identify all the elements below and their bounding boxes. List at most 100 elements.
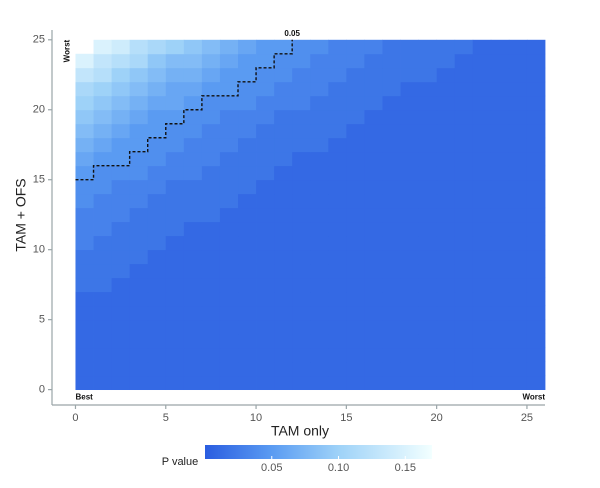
heat-cell [147, 81, 167, 97]
heat-cell [165, 277, 185, 293]
heat-cell [129, 39, 149, 55]
heat-cell [472, 333, 492, 349]
heat-cell [382, 81, 401, 97]
heat-cell [490, 277, 510, 293]
heat-cell [400, 81, 419, 97]
heat-cell [256, 235, 275, 251]
heat-cell [183, 221, 203, 237]
heat-cell [364, 361, 383, 377]
heat-cell [472, 109, 492, 125]
heat-cell [274, 263, 293, 279]
heat-cell [274, 333, 293, 349]
heat-cell [201, 53, 221, 69]
heat-cell [201, 95, 221, 111]
heat-cell [256, 95, 275, 111]
heat-cell [508, 81, 528, 97]
heat-cell [382, 249, 401, 265]
heat-cell [328, 333, 347, 349]
heat-cell [274, 53, 293, 69]
heat-cell [346, 67, 365, 83]
heat-cell [364, 221, 383, 237]
heat-cell [472, 95, 492, 111]
heat-cell [129, 249, 149, 265]
heat-cell [454, 207, 474, 223]
heat-cell [219, 207, 239, 223]
heat-cell [328, 193, 347, 209]
heat-cell [364, 109, 383, 125]
heat-cell [418, 305, 438, 321]
heat-cell [346, 109, 365, 125]
heat-cell [238, 207, 257, 223]
y-tick-label: 25 [33, 34, 45, 46]
heat-cell [382, 193, 401, 209]
heat-cell [111, 347, 131, 363]
heat-cell [400, 123, 419, 139]
contour-label: 0.05 [284, 29, 300, 38]
heat-cell [256, 179, 275, 195]
heat-cell [526, 319, 546, 335]
corner-label: Worst [63, 39, 72, 62]
heat-cell [165, 179, 185, 195]
heat-cell [526, 207, 546, 223]
x-axis-label: TAM only [271, 423, 329, 439]
heat-cell [274, 305, 293, 321]
heat-cell [292, 319, 311, 335]
heat-cell [472, 39, 492, 55]
heat-cell [147, 109, 167, 125]
heat-cell [201, 123, 221, 139]
heat-cell [147, 291, 167, 307]
heat-cell [165, 319, 185, 335]
heat-cell [147, 333, 167, 349]
heat-cell [508, 207, 528, 223]
heat-cell [93, 249, 112, 265]
heat-cell [400, 221, 419, 237]
heat-cell [454, 291, 474, 307]
heat-cell [490, 249, 510, 265]
heat-cell [129, 165, 149, 181]
heat-cell [219, 179, 239, 195]
heat-cell [111, 67, 131, 83]
heat-cell [292, 109, 311, 125]
heat-cell [219, 95, 239, 111]
heat-cell [364, 333, 383, 349]
heat-cell [292, 123, 311, 139]
heat-cell [472, 319, 492, 335]
heat-cell [490, 123, 510, 139]
heat-cell [310, 319, 329, 335]
heat-cell [526, 137, 546, 153]
heat-cell [93, 165, 112, 181]
heat-cell [382, 291, 401, 307]
heat-cell [147, 347, 167, 363]
heat-cell [147, 151, 167, 167]
heat-cell [238, 347, 257, 363]
heat-cell [418, 165, 438, 181]
heat-cell [147, 361, 167, 377]
heat-cell [147, 165, 167, 181]
heat-cell [292, 165, 311, 181]
heat-cell [75, 53, 94, 69]
heat-cell [526, 347, 546, 363]
heat-cell [508, 193, 528, 209]
heat-cell [292, 179, 311, 195]
heat-cell [111, 221, 131, 237]
heat-cell [238, 305, 257, 321]
heat-cell [364, 193, 383, 209]
heat-cell [328, 235, 347, 251]
heat-cell [238, 277, 257, 293]
heat-cell [454, 67, 474, 83]
heat-cell [292, 235, 311, 251]
heat-cell [111, 305, 131, 321]
heat-cell [219, 347, 239, 363]
heat-cell [129, 361, 149, 377]
heat-cell [201, 165, 221, 181]
heat-cell [238, 375, 257, 391]
heat-cell [364, 137, 383, 153]
heat-cell [472, 151, 492, 167]
heat-cell [219, 39, 239, 55]
heat-cell [526, 95, 546, 111]
heat-cell [129, 137, 149, 153]
heat-cell [147, 319, 167, 335]
heat-cell [436, 67, 456, 83]
heat-cell [454, 347, 474, 363]
heat-cell [526, 81, 546, 97]
